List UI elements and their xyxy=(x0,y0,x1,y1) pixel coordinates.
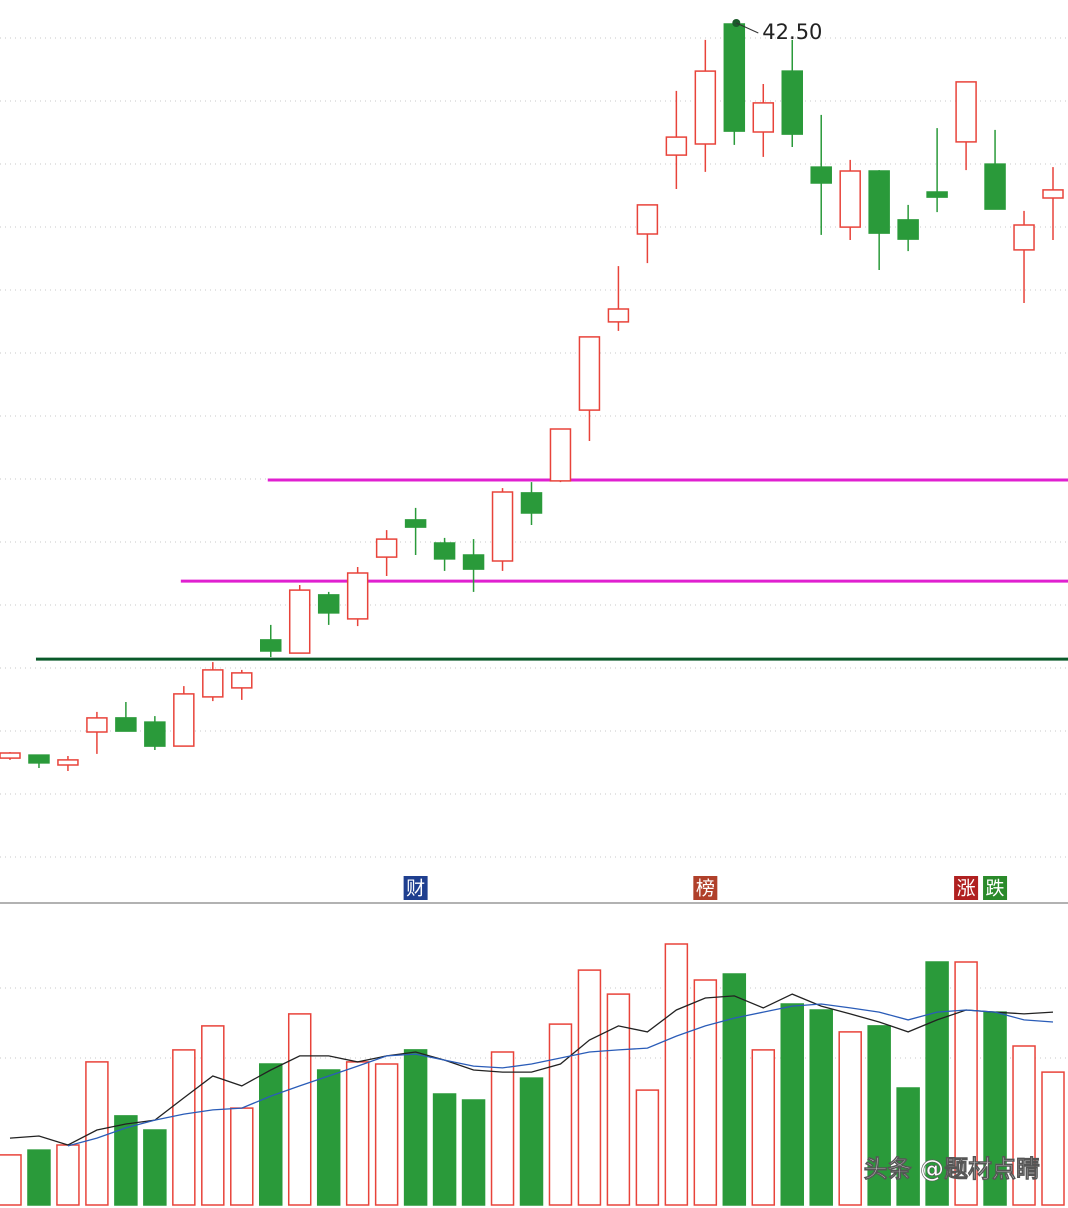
candle-body xyxy=(144,721,166,747)
max-label: 42.50 xyxy=(762,20,822,44)
candle-body xyxy=(810,166,832,184)
volume-bar xyxy=(1041,1071,1065,1206)
volume-bar xyxy=(722,973,747,1206)
candle-body xyxy=(317,594,340,614)
candle-body xyxy=(955,81,977,143)
candle-body xyxy=(260,639,282,652)
volume-bar xyxy=(548,1023,573,1206)
volume-bar xyxy=(345,1061,370,1206)
candle-body xyxy=(1013,224,1035,251)
volume-bar xyxy=(85,1061,109,1206)
candle-body xyxy=(636,204,659,235)
event-label: 财 xyxy=(406,878,425,900)
candle-body xyxy=(520,492,543,514)
volume-bar xyxy=(954,961,978,1206)
candle-body xyxy=(202,669,224,698)
candle-body xyxy=(607,308,630,323)
candle-body xyxy=(897,219,919,240)
event-label: 榜 xyxy=(696,878,715,900)
volume-bar xyxy=(259,1063,283,1206)
volume-bar xyxy=(143,1129,167,1206)
candle-body xyxy=(839,170,861,228)
volume-bar xyxy=(114,1115,138,1206)
candle-body xyxy=(462,554,485,570)
volume-bar xyxy=(635,1089,660,1206)
candle-body xyxy=(752,102,775,133)
event-badge xyxy=(983,876,1008,900)
candle-body xyxy=(173,693,195,747)
volume-bar xyxy=(780,1003,804,1206)
volume-bar xyxy=(693,979,718,1206)
max-leader xyxy=(736,22,759,34)
volume-bar xyxy=(374,1063,399,1206)
candle-body xyxy=(491,491,514,562)
volume-bar xyxy=(0,1154,22,1206)
candle-body xyxy=(28,754,50,764)
volume-bar xyxy=(201,1025,225,1206)
volume-bar xyxy=(809,1009,833,1206)
candle-body xyxy=(231,672,253,689)
volume-bar xyxy=(461,1099,486,1206)
candle-body xyxy=(404,519,427,528)
event-badge xyxy=(403,876,428,900)
event-badge xyxy=(954,876,979,900)
candle-body xyxy=(0,752,21,759)
candle-body xyxy=(86,717,108,733)
volume-bar xyxy=(838,1031,862,1206)
event-badge xyxy=(693,876,718,900)
volume-ma-line xyxy=(9,993,1054,1146)
volume-bar xyxy=(172,1049,196,1206)
volume-bar xyxy=(490,1051,515,1206)
volume-bar xyxy=(230,1107,254,1206)
candle-body xyxy=(665,136,688,156)
volume-bar xyxy=(316,1069,341,1206)
volume-bar xyxy=(751,1049,776,1206)
candle-body xyxy=(723,23,746,132)
event-label: 涨 xyxy=(957,878,976,900)
candle-body xyxy=(346,572,369,620)
candle-body xyxy=(57,759,79,766)
volume-bar xyxy=(432,1093,457,1206)
volume-bar xyxy=(867,1025,891,1206)
volume-bar xyxy=(403,1049,428,1206)
watermark: 头条 @题材点睛 xyxy=(864,1155,1040,1183)
volume-bar xyxy=(606,993,631,1206)
candle-body xyxy=(578,336,601,411)
candle-body xyxy=(1042,189,1064,199)
candle-body xyxy=(694,70,717,145)
volume-bar xyxy=(56,1144,80,1206)
candle-body xyxy=(781,70,803,135)
volume-ma-line xyxy=(67,1003,1054,1147)
volume-bar xyxy=(577,969,602,1206)
event-label: 跌 xyxy=(986,878,1005,900)
volume-bar xyxy=(27,1149,51,1206)
candle-body xyxy=(115,717,137,732)
candle-body xyxy=(375,538,398,558)
volume-bar xyxy=(519,1077,544,1206)
candle-body xyxy=(926,191,948,198)
volume-bar xyxy=(896,1087,920,1206)
candle-body xyxy=(868,170,890,234)
candle-body xyxy=(288,589,311,654)
volume-bar xyxy=(664,943,689,1206)
candle-body xyxy=(549,428,572,482)
volume-bar xyxy=(1012,1045,1036,1206)
candle-body xyxy=(984,163,1006,210)
candle-body xyxy=(433,542,456,560)
volume-bar xyxy=(287,1013,312,1206)
